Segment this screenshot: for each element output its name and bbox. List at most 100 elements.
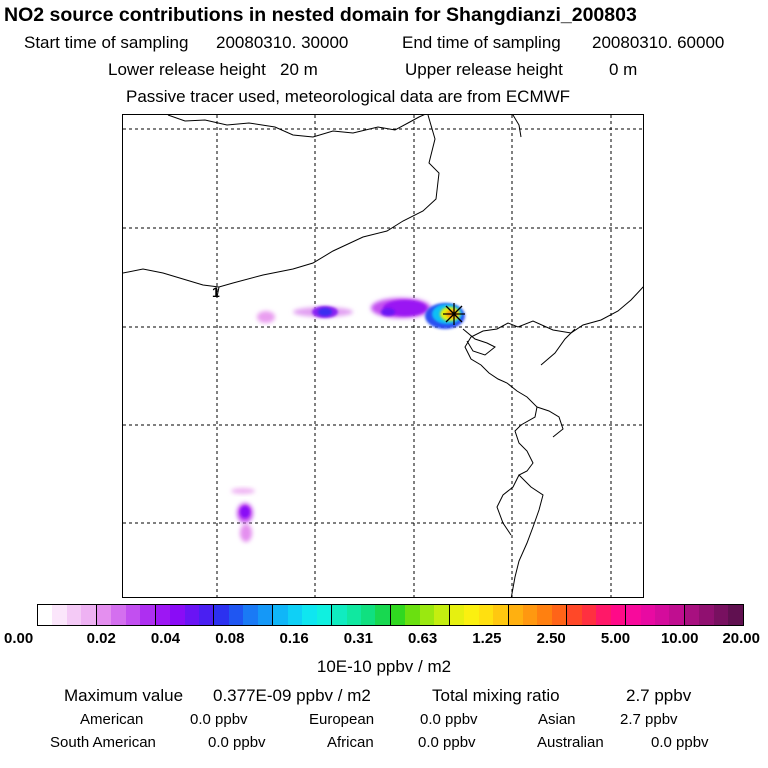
map-canvas: 1 [123,115,643,597]
colorbar-swatch [66,605,82,625]
region-european-value: 0.0 ppbv [420,711,478,728]
region-european-label: European [309,711,375,728]
colorbar-swatch [596,605,611,625]
colorbar-swatch [140,605,155,625]
colorbar-swatch [683,605,700,625]
colorbar-swatch [581,605,597,625]
colorbar-swatch [655,605,670,625]
plume-south-core [240,506,250,518]
colorbar-swatch [610,605,626,625]
coastlines [123,115,643,597]
colorbar-swatch [551,605,567,625]
colorbar-swatch [464,605,479,625]
colorbar-tick-label: 0.16 [279,630,309,647]
colorbar-tick-label: 5.00 [600,630,631,647]
region-american-value: 0.0 ppbv [190,711,248,728]
korea-coast [464,286,643,597]
receptor-asterisk-icon [443,303,465,325]
region-asian-value: 2.7 ppbv [620,711,678,728]
colorbar-swatch [640,605,656,625]
grid-lines [123,115,643,597]
colorbar-tick-label: 0.02 [86,630,116,647]
region-asian-label: Asian [538,711,576,728]
colorbar-swatch [699,605,714,625]
colorbar-swatch [713,605,729,625]
plume-core-mid [318,308,332,316]
colorbar-swatch [478,605,494,625]
colorbar-swatch [405,605,420,625]
colorbar-swatch [81,605,96,625]
colorbar-swatch [375,605,390,625]
region-african-value: 0.0 ppbv [418,734,476,751]
colorbar-swatch [419,605,435,625]
colorbar-swatch [38,605,53,625]
colorbar-tick-label: 0.63 [408,630,438,647]
colorbar-swatch [170,605,185,625]
colorbar-swatch [213,605,229,625]
upper-release-label: Upper release height [405,60,563,79]
colorbar-swatch [198,605,214,625]
colorbar-swatch [331,605,347,625]
colorbar-tick-label: 0.04 [150,630,181,647]
end-time-value: 20080310. 60000 [592,33,725,52]
map-panel: 1 [122,114,644,598]
colorbar-tick-label: 20.00 [722,630,760,647]
colorbar-swatch [507,605,523,625]
southern-coast [496,474,520,536]
colorbar-tick-label: 0.08 [215,630,245,647]
max-value: 0.377E-09 ppbv / m2 [213,686,371,705]
region-african-label: African [327,734,374,751]
northern-border [167,115,425,138]
colorbar-swatch [316,605,332,625]
contour-label: 1 [212,284,220,300]
colorbar-swatch [493,605,508,625]
colorbar-swatch [537,605,552,625]
colorbar-swatch [360,605,376,625]
colorbar-swatch [287,605,303,625]
max-value-label: Maximum value [64,686,184,705]
colorbar-swatch [125,605,141,625]
north-east-border [512,115,522,138]
colorbar-swatch [302,605,317,625]
start-time-value: 20080310. 30000 [216,33,349,52]
colorbar-swatch [243,605,258,625]
tracer-note: Passive tracer used, meteorological data… [126,87,571,106]
lower-release-value: 20 m [280,60,318,79]
colorbar-swatch [95,605,112,625]
total-mixing-label: Total mixing ratio [432,686,560,705]
bohai-coast [462,328,496,356]
colorbar-tick-label: 2.50 [536,630,566,647]
colorbar-swatch [111,605,126,625]
colorbar-unit: 10E-10 ppbv / m2 [316,657,452,676]
colorbar-swatch [52,605,67,625]
region-south-american-label: South American [50,734,156,751]
colorbar-swatch [522,605,538,625]
colorbar-swatch [272,605,288,625]
peninsula-coast [536,406,564,438]
plume-patch-west [257,311,275,323]
plume-spot-east [381,308,395,316]
end-time-label: End time of sampling [402,33,561,52]
tracer-field [231,298,465,542]
region-american-label: American [80,711,144,728]
mongolia-border [123,115,440,288]
region-australian-label: Australian [537,734,604,751]
colorbar-swatch [434,605,449,625]
colorbar-swatch [728,605,743,625]
colorbar-swatch [448,605,465,625]
colorbar-tick-label: 1.25 [472,630,502,647]
upper-release-value: 0 m [609,60,638,79]
colorbar-swatch [184,605,199,625]
lower-release-label: Lower release height [108,60,266,79]
colorbar [37,604,744,626]
total-mixing-value: 2.7 ppbv [626,686,692,705]
colorbar-swatch [625,605,641,625]
colorbar-swatch [257,605,273,625]
region-australian-value: 0.0 ppbv [651,734,709,751]
colorbar-tick-label: 10.00 [660,630,699,647]
colorbar-tick-label: 0.31 [343,630,373,647]
plume-south-top [231,488,255,494]
region-south-american-value: 0.0 ppbv [208,734,266,751]
yellow-sea-coast [540,328,576,366]
colorbar-tick-label: 0.00 [4,630,34,647]
